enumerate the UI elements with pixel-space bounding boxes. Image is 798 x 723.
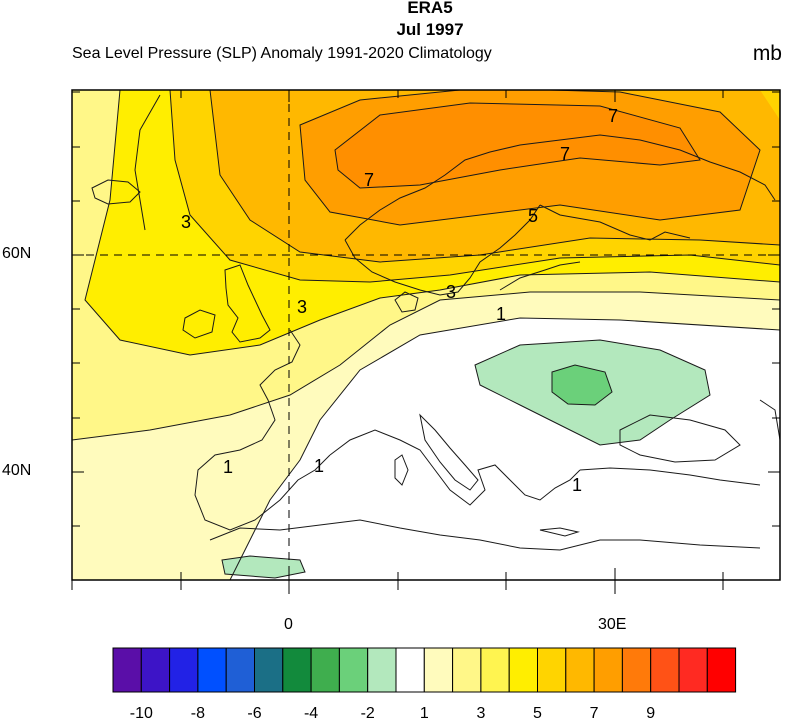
colorbar-swatch: [565, 647, 595, 693]
contour-label: 7: [608, 106, 618, 126]
coastlines: [91, 134, 780, 551]
colorbar-swatch: [338, 647, 369, 693]
colorbar-swatch: [593, 647, 623, 693]
contour-label: 5: [528, 206, 538, 226]
colorbar-swatch: [621, 647, 652, 693]
colorbar-swatch: [508, 647, 539, 693]
title-block: ERA5 Jul 1997 Sea Level Pressure (SLP) A…: [0, 0, 798, 70]
colorbar-label: -6: [247, 705, 262, 722]
axis-ticks: [71, 90, 780, 594]
colorbar-swatch: [537, 647, 567, 693]
colorbar-swatch: [197, 647, 227, 693]
colorbar-label: -10: [129, 705, 153, 722]
colorbar-label: 3: [476, 705, 486, 722]
colorbar-swatch: [140, 647, 171, 693]
colorbar-swatch: [367, 647, 397, 693]
contour-lines: [72, 90, 780, 580]
colorbar-label: 9: [646, 705, 656, 722]
colorbar-label: 1: [419, 705, 429, 722]
colorbar-swatch: [395, 647, 425, 693]
contour-label: 3: [297, 297, 307, 317]
period-title: Jul 1997: [396, 20, 464, 39]
contour-fill-neg-sahara: [222, 556, 305, 578]
colorbar-swatch: [423, 647, 454, 693]
gridlines: [72, 90, 780, 580]
contour-label: 7: [560, 144, 570, 164]
y-tick-label-40n: 40N: [2, 462, 32, 479]
colorbar-swatch: [706, 647, 737, 693]
units-label: mb: [752, 42, 782, 65]
contour-fill-neg2: [552, 365, 612, 405]
contour-label: 1: [314, 456, 324, 476]
colorbar-swatch: [650, 647, 680, 693]
colorbar-swatch: [678, 647, 708, 693]
contour-label: 1: [496, 304, 506, 324]
colorbar: [112, 647, 737, 693]
colorbar-label: 7: [589, 705, 599, 722]
x-tick-label-30e: 30E: [598, 616, 627, 633]
colorbar-swatch: [225, 647, 255, 693]
colorbar-swatch: [452, 647, 482, 693]
colorbar-swatch: [480, 647, 510, 693]
map-frame: [71, 89, 781, 581]
dataset-title: ERA5: [407, 0, 453, 17]
colorbar-label: -4: [303, 705, 319, 722]
contour-label: 1: [572, 475, 582, 495]
subtitle: Sea Level Pressure (SLP) Anomaly 1991-20…: [72, 45, 492, 62]
contour-label-group: 7 7 7 5 3 3 3 1 1 1 1: [181, 106, 618, 495]
map-plot-area: 7 7 7 5 3 3 3 1 1 1 1: [72, 90, 780, 580]
colorbar-swatch: [254, 647, 284, 693]
contour-label: 1: [223, 457, 233, 477]
colorbar-swatch: [112, 647, 142, 693]
y-tick-label-60n: 60N: [2, 245, 32, 262]
colorbar-swatch: [310, 647, 340, 693]
colorbar-label: 5: [533, 705, 542, 722]
contour-label: 3: [181, 212, 191, 232]
colorbar-swatch: [282, 647, 312, 693]
contour-label: 7: [364, 170, 374, 190]
x-tick-label-0: 0: [284, 616, 293, 633]
colorbar-swatch: [169, 647, 199, 693]
contour-label: 3: [446, 282, 456, 302]
colorbar-label: -2: [360, 705, 375, 722]
colorbar-label: -8: [190, 705, 206, 722]
